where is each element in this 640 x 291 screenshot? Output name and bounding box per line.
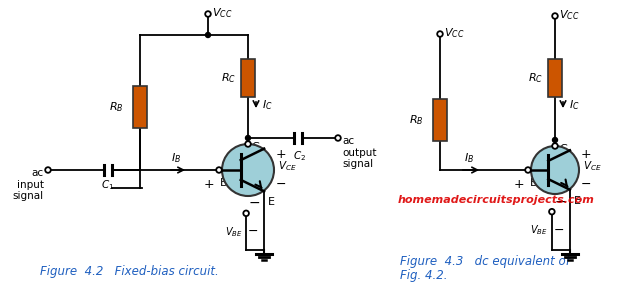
Text: Figure  4.3   dc equivalent of: Figure 4.3 dc equivalent of — [400, 255, 570, 269]
Circle shape — [205, 11, 211, 17]
Circle shape — [437, 31, 443, 37]
Bar — [133, 86, 147, 128]
Circle shape — [552, 13, 558, 19]
Circle shape — [243, 210, 249, 216]
Circle shape — [246, 136, 250, 141]
Circle shape — [525, 167, 531, 173]
Text: ac
input
signal: ac input signal — [13, 168, 44, 201]
Text: Figure  4.2   Fixed-bias circuit.: Figure 4.2 Fixed-bias circuit. — [40, 265, 219, 278]
Text: −: − — [248, 225, 259, 238]
Text: $V_{CC}$: $V_{CC}$ — [212, 6, 232, 20]
Bar — [241, 59, 255, 97]
Circle shape — [45, 167, 51, 173]
Text: −: − — [248, 196, 260, 210]
Text: C: C — [251, 142, 259, 152]
Text: $C_1$: $C_1$ — [101, 178, 115, 192]
Text: $I_B$: $I_B$ — [171, 151, 181, 165]
Text: B: B — [530, 178, 538, 188]
Text: +: + — [251, 146, 262, 159]
Text: $V_{CC}$: $V_{CC}$ — [559, 8, 579, 22]
Text: +: + — [581, 148, 591, 161]
Text: ac
output
signal: ac output signal — [342, 136, 376, 169]
Circle shape — [245, 141, 251, 147]
Circle shape — [552, 143, 558, 149]
Text: −: − — [554, 224, 564, 237]
Text: homemadecircuitsprojects.com: homemadecircuitsprojects.com — [398, 195, 595, 205]
Text: +: + — [204, 178, 214, 191]
Text: $I_C$: $I_C$ — [569, 98, 580, 112]
Circle shape — [335, 135, 341, 141]
Text: $V_{BE}$: $V_{BE}$ — [225, 225, 242, 239]
Text: $I_B$: $I_B$ — [464, 151, 474, 165]
Text: −: − — [581, 178, 591, 191]
Text: $V_{CE}$: $V_{CE}$ — [278, 159, 297, 173]
Text: $R_C$: $R_C$ — [528, 71, 543, 85]
Text: $V_{CC}$: $V_{CC}$ — [444, 26, 465, 40]
Circle shape — [216, 167, 222, 173]
Circle shape — [222, 144, 274, 196]
Text: $V_{BE}$: $V_{BE}$ — [531, 224, 548, 237]
Circle shape — [549, 209, 555, 214]
Text: −: − — [554, 195, 566, 209]
Circle shape — [531, 146, 579, 194]
Text: $R_B$: $R_B$ — [109, 100, 124, 114]
Text: E: E — [574, 196, 581, 206]
Text: +: + — [513, 178, 524, 191]
Text: C: C — [559, 144, 567, 154]
Text: Fig. 4.2.: Fig. 4.2. — [400, 269, 447, 281]
Text: $R_B$: $R_B$ — [410, 113, 424, 127]
Text: E: E — [268, 197, 275, 207]
Bar — [548, 59, 562, 97]
Circle shape — [205, 33, 211, 38]
Bar — [433, 99, 447, 141]
Text: −: − — [276, 178, 287, 191]
Circle shape — [552, 138, 557, 143]
Text: +: + — [559, 148, 570, 161]
Text: +: + — [276, 148, 287, 161]
Text: $V_{CE}$: $V_{CE}$ — [583, 159, 602, 173]
Text: $R_C$: $R_C$ — [221, 71, 236, 85]
Text: B: B — [220, 178, 228, 188]
Text: $C_2$: $C_2$ — [294, 149, 307, 163]
Text: $I_C$: $I_C$ — [262, 98, 273, 112]
